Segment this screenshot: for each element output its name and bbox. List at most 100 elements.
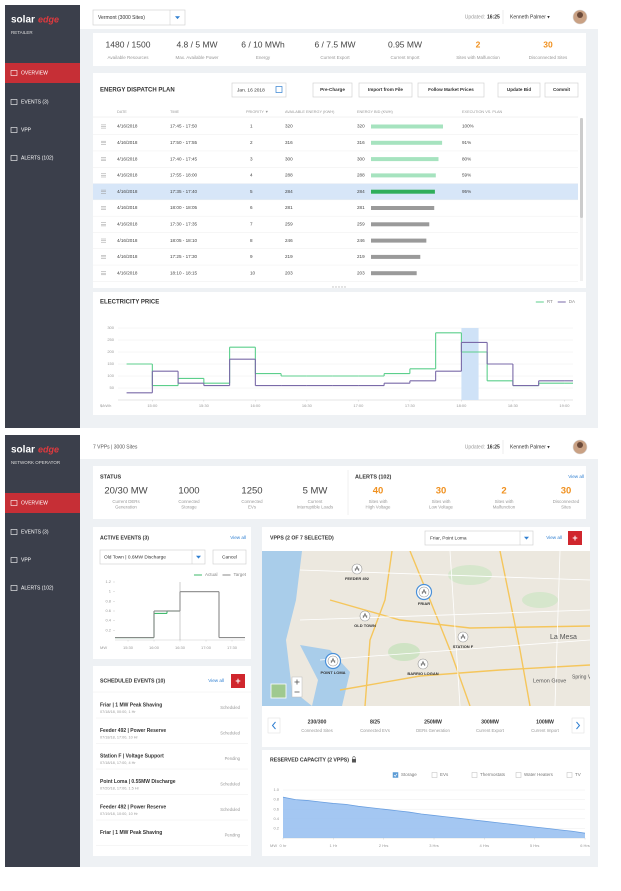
button[interactable] xyxy=(312,82,353,98)
event-name[interactable]: Point Loma | 0.55MW Discharge xyxy=(100,779,176,785)
filter-label[interactable]: Storage xyxy=(401,772,417,777)
button-label[interactable]: Import from File xyxy=(368,87,403,92)
column-header: AVAILABLE ENERGY (KWH) xyxy=(285,110,335,114)
filter-label[interactable]: TV xyxy=(575,772,581,777)
card-title: ELECTRICITY PRICE xyxy=(100,300,159,306)
legend-label: RT xyxy=(547,299,553,304)
vpp-select[interactable] xyxy=(424,530,534,546)
cell: 91% xyxy=(462,140,471,145)
site-select[interactable] xyxy=(92,9,186,26)
cell: 7 xyxy=(250,222,253,227)
event-name[interactable]: Feeder 492 | Power Reserve xyxy=(100,804,166,810)
view-all-link[interactable]: View all xyxy=(568,474,584,479)
legend-label: Target xyxy=(233,572,246,577)
add-icon[interactable]: + xyxy=(235,676,240,686)
menu-icon xyxy=(10,70,18,76)
add-button[interactable] xyxy=(568,531,582,545)
event-name[interactable]: Friar | 1 MW Peak Shaving xyxy=(100,702,162,708)
view-all-link[interactable]: View all xyxy=(546,535,562,540)
checkbox[interactable] xyxy=(392,772,399,778)
cell: 203 xyxy=(285,270,293,275)
resize-dot xyxy=(344,286,346,288)
button[interactable] xyxy=(417,82,485,98)
filter-label[interactable]: Water Heaters xyxy=(524,772,554,777)
cell: 300 xyxy=(285,156,293,161)
alert-value: 40 xyxy=(373,486,384,497)
filter-label[interactable]: EVs xyxy=(440,772,449,777)
status-value: 1000 xyxy=(178,486,199,497)
menu-item[interactable]: OVERVIEW xyxy=(21,500,48,506)
date-picker[interactable] xyxy=(231,82,287,98)
cell: 18:05 - 18:10 xyxy=(170,238,198,243)
button[interactable] xyxy=(358,82,413,98)
y-tick-label: 0.2 xyxy=(273,825,279,830)
checkbox[interactable] xyxy=(431,772,438,778)
menu-icon xyxy=(10,557,18,563)
view-all-link[interactable]: View all xyxy=(208,678,224,683)
event-name[interactable]: Friar | 1 MW Peak Shaving xyxy=(100,830,162,836)
button-label[interactable]: Cancel xyxy=(222,554,237,560)
event-status: Scheduled xyxy=(220,705,240,710)
menu-item[interactable]: ALERTS (102) xyxy=(21,585,54,591)
menu-item[interactable]: EVENTS (3) xyxy=(21,529,49,535)
vpp-stat-value: 230/300 xyxy=(308,719,327,725)
cell: 4/16/2018 xyxy=(117,222,138,227)
lock-icon xyxy=(351,759,356,763)
map-thumbnail[interactable] xyxy=(270,683,287,699)
menu-icon xyxy=(10,585,18,591)
date-text: Jan. 16 2018 xyxy=(237,87,265,93)
button[interactable] xyxy=(497,82,541,98)
add-icon[interactable]: + xyxy=(572,533,577,543)
menu-item[interactable]: VPP xyxy=(21,557,32,563)
button-label[interactable]: Update Bid xyxy=(507,87,531,92)
event-select[interactable] xyxy=(99,549,206,565)
button-label[interactable]: Pre-Charge xyxy=(320,87,345,92)
vpp-stat-label: DERs Generation xyxy=(416,728,450,733)
user-menu[interactable]: Kenneth Palmer ▾ xyxy=(510,14,550,20)
zoom-control[interactable] xyxy=(291,676,303,698)
checkbox[interactable] xyxy=(566,772,573,778)
menu-item[interactable]: EVENTS (3) xyxy=(21,99,49,105)
status-label: Generation xyxy=(115,505,137,510)
menu-item[interactable]: OVERVIEW xyxy=(21,70,48,76)
stat-label: Max. Available Power xyxy=(176,55,219,60)
map-label: STATION F xyxy=(453,644,474,649)
cell: 288 xyxy=(357,173,365,178)
event-status: Scheduled xyxy=(220,782,240,787)
filter-label[interactable]: Thermostats xyxy=(480,772,506,777)
scope: 7 VPPs | 3000 Sites xyxy=(93,444,138,450)
y-unit: MW xyxy=(270,843,277,848)
checkbox[interactable] xyxy=(515,772,522,778)
add-button[interactable] xyxy=(231,674,245,688)
event-select-text: Old Town | 0.6MW Discharge xyxy=(104,554,166,560)
cell: 246 xyxy=(357,238,365,243)
button[interactable] xyxy=(544,82,579,98)
status-value: 20/30 MW xyxy=(104,486,147,497)
event-name[interactable]: Feeder 492 | Power Reserve xyxy=(100,728,166,734)
menu-item[interactable]: VPP xyxy=(21,127,32,133)
cell: 100% xyxy=(462,124,474,129)
vpp-next[interactable] xyxy=(571,717,585,734)
map[interactable]: FEEDER 492 FRIAR OLD TOWN STATION F POINT LO… xyxy=(262,551,592,706)
cell: 8 xyxy=(250,238,253,243)
user-menu[interactable]: Kenneth Palmer ▾ xyxy=(510,444,550,450)
role: NETWORK OPERATOR xyxy=(11,460,61,465)
x-tick-label: 3 Hrs xyxy=(429,843,439,848)
x-tick-label: 4 Hrs xyxy=(480,843,490,848)
x-tick-label: 17:00 xyxy=(201,645,212,650)
view-all-link[interactable]: View all xyxy=(230,535,246,540)
button-label[interactable]: Commit xyxy=(553,87,571,92)
y-tick-label: 0.2 xyxy=(105,627,111,632)
x-tick-label: 16:30 xyxy=(175,645,186,650)
event-name[interactable]: Station F | Voltage Support xyxy=(100,753,164,759)
status-label: Interruptible Loads xyxy=(297,505,334,510)
cell: 320 xyxy=(285,124,293,129)
button-label[interactable]: Follow Market Prices xyxy=(428,87,474,92)
active-events-card xyxy=(93,527,251,659)
checkbox[interactable] xyxy=(471,772,478,778)
vpp-prev[interactable] xyxy=(267,717,281,734)
cancel-button[interactable] xyxy=(212,549,247,565)
resize-dot xyxy=(341,286,343,288)
dropdown-arrow xyxy=(175,16,180,20)
menu-item[interactable]: ALERTS (102) xyxy=(21,155,54,161)
